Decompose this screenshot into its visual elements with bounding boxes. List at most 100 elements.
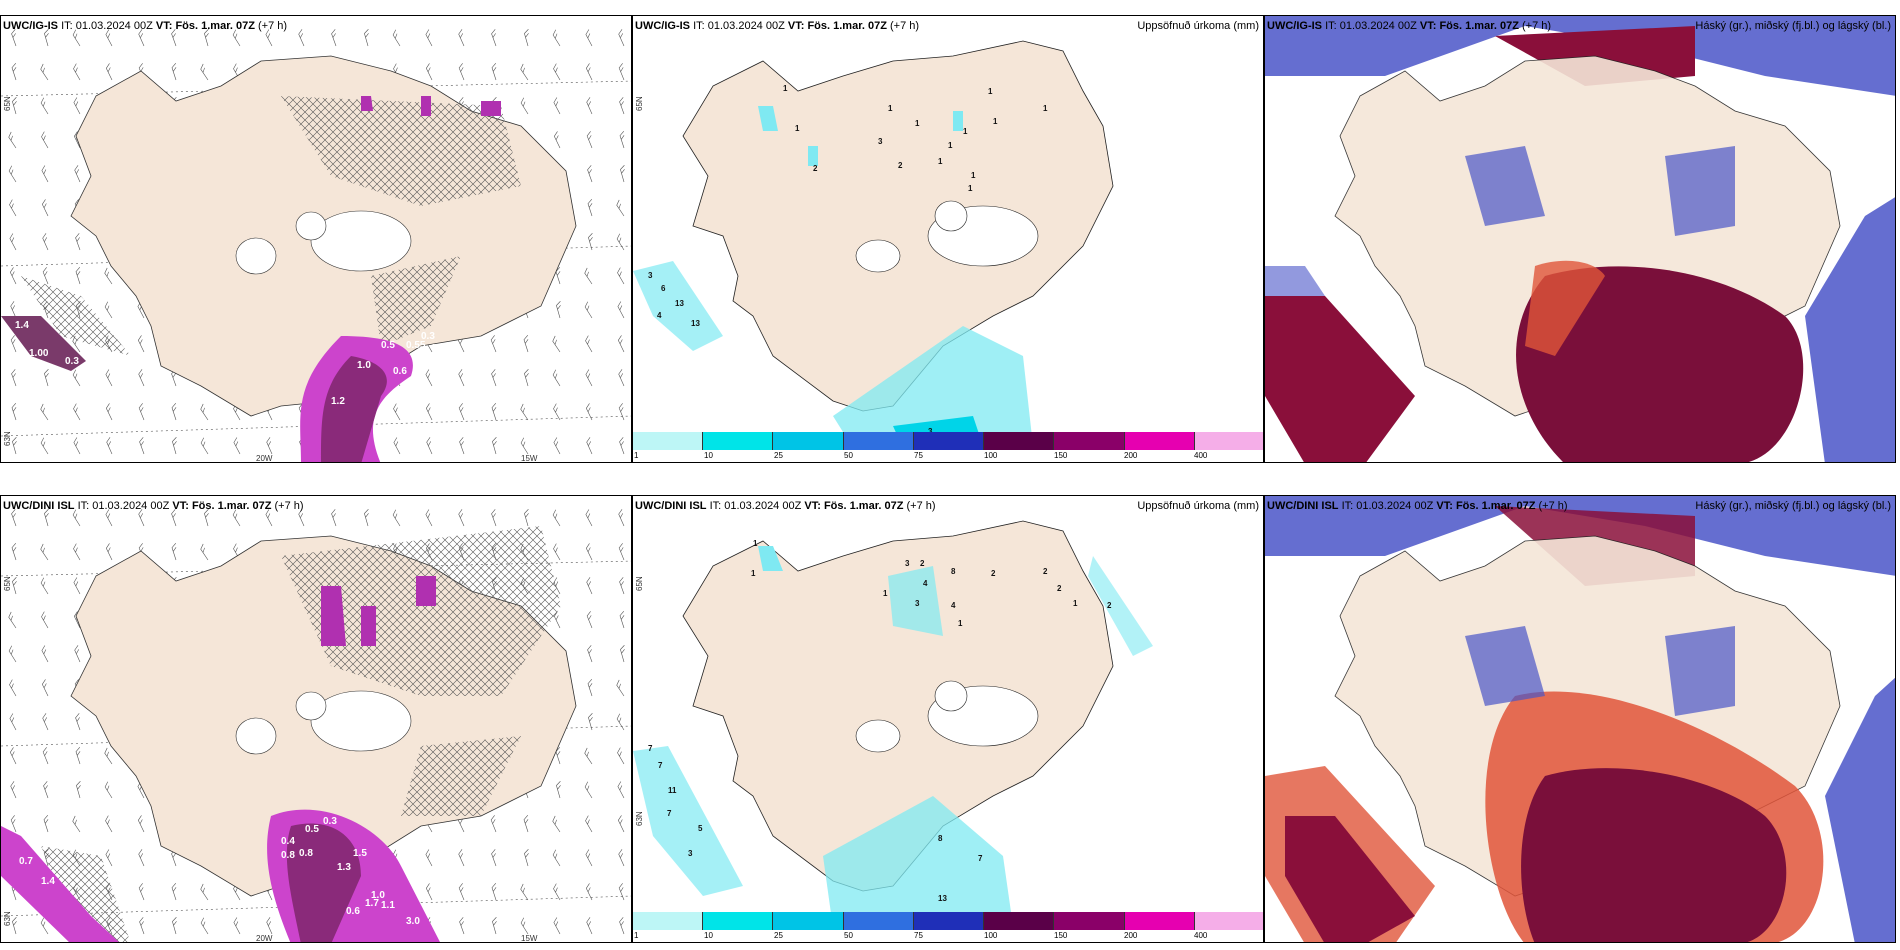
precip-value-label: 1 — [783, 84, 788, 93]
wind-barb — [171, 543, 177, 561]
colorbar-tick-label: 50 — [844, 451, 853, 460]
wind-barb — [42, 233, 49, 251]
valid-label: VT: — [155, 20, 173, 32]
colorbar-tick-label: 1 — [634, 451, 639, 460]
model-name: UWC/IG-IS — [1267, 20, 1322, 32]
wind-barb — [40, 403, 49, 421]
colorbar-tick-label: 200 — [1124, 451, 1138, 460]
lat-label-south: 63N — [635, 811, 644, 826]
wind-barb — [204, 509, 209, 527]
wind-barb — [104, 267, 113, 285]
wind-barb — [586, 611, 593, 629]
precip-value-label: 1 — [751, 569, 756, 578]
wind-precip-map: 0.7 1.4 0.4 0.8 0.5 0.3 1.51.3 1.01.1 3.0 2.0 0.6 1… — [1, 509, 631, 942]
precip-value-label: 1 — [1073, 599, 1078, 608]
wind-barb — [8, 645, 17, 663]
wind-barb — [520, 97, 529, 115]
wind-barb — [586, 437, 593, 455]
model-name: UWC/DINI ISL — [635, 500, 707, 512]
cloud-cover-map — [1265, 16, 1895, 462]
wind-barb — [331, 29, 337, 47]
wind-barb — [491, 849, 497, 867]
wind-barb — [43, 781, 49, 799]
init-time: 01.03.2024 00Z — [724, 500, 802, 512]
wind-barb — [200, 403, 209, 421]
wind-barb — [553, 543, 561, 561]
wind-barb — [104, 781, 113, 799]
wind-barb — [12, 97, 17, 115]
wind-barb — [9, 713, 17, 731]
wind-barb — [138, 509, 145, 527]
wind-barb — [41, 611, 49, 629]
wind-barb — [588, 713, 593, 731]
wind-barb — [585, 815, 593, 833]
wind-barb — [618, 509, 625, 527]
wind-barb — [588, 233, 593, 251]
wind-barb — [172, 437, 177, 455]
wind-barb — [458, 63, 465, 81]
wind-barb — [139, 917, 145, 935]
precip-value-label: 8 — [951, 567, 956, 576]
wind-barb — [72, 815, 81, 833]
wind-barb — [491, 403, 497, 421]
wind-barb — [552, 29, 561, 47]
wind-barb — [520, 883, 529, 901]
wind-barb — [40, 917, 49, 935]
wind-barb — [617, 781, 625, 799]
wind-value-label: 1.00 — [29, 348, 49, 359]
wind-value-label: 0.7 — [19, 856, 33, 867]
wind-barb — [524, 369, 529, 387]
wind-barb — [41, 199, 49, 217]
wind-barb — [8, 165, 17, 183]
cloud-map-panel-bottom: UWC/DINI ISL IT: 01.03.2024 00Z VT: Fös.… — [1264, 495, 1896, 943]
precip-value-label: 1 — [938, 157, 943, 166]
init-label: IT: — [693, 20, 705, 32]
wind-barb — [171, 403, 177, 421]
wind-barb — [11, 369, 17, 387]
model-name: UWC/DINI ISL — [1267, 500, 1339, 512]
valid-label: VT: — [787, 20, 805, 32]
wind-barb — [619, 611, 625, 629]
wind-map-panel-bottom: 0.7 1.4 0.4 0.8 0.5 0.3 1.5 1.3 1.0 1.1 3.0 2.0 0.6 1… — [0, 495, 632, 943]
wind-barb — [492, 437, 497, 455]
wind-value-label: 0.3 — [431, 343, 445, 354]
colorbar-tick-label: 150 — [1054, 451, 1068, 460]
wind-barb — [105, 509, 113, 527]
wind-barb — [12, 437, 17, 455]
wind-value-label: 0.5 — [381, 340, 395, 351]
wind-barb — [171, 509, 177, 527]
init-time: 01.03.2024 00Z — [707, 20, 785, 32]
cloud-title: Háský (gr.), miðský (fj.bl.) og lágský (… — [1695, 500, 1891, 512]
wind-barb — [75, 713, 81, 731]
wind-value-label: 1.4 — [15, 320, 29, 331]
wind-barb — [10, 815, 17, 833]
lon-label-20w: 20W — [256, 454, 273, 463]
panel-header: UWC/DINI ISL IT: 01.03.2024 00Z VT: Fös.… — [635, 500, 936, 512]
precip-map: 111324834122212771175387131730 — [633, 520, 1153, 930]
wind-barb — [520, 63, 529, 81]
panel-header: UWC/IG-IS IT: 01.03.2024 00Z VT: Fös. 1.… — [635, 20, 919, 32]
wind-map-labels: 0.7 1.4 0.4 0.8 0.5 0.3 1.51.3 1.01.1 3.0 2.0 0.6 1… — [19, 816, 445, 927]
lead-time: (+7 h) — [1522, 20, 1552, 32]
wind-barb — [73, 63, 81, 81]
wind-barb — [42, 267, 49, 285]
wind-barb — [233, 917, 241, 935]
wind-barb — [232, 509, 241, 527]
precip-value-label: 3 — [648, 271, 653, 280]
wind-barb — [106, 437, 113, 455]
wind-barb — [44, 29, 49, 47]
precip-value-label: 3 — [878, 137, 883, 146]
colorbar-tick-label: 75 — [914, 451, 923, 460]
wind-barb — [620, 645, 625, 663]
wind-barb — [618, 369, 625, 387]
wind-barb — [40, 97, 49, 115]
wind-barb — [425, 403, 433, 421]
wind-barb — [458, 883, 465, 901]
wind-barb — [584, 781, 593, 799]
precip-value-label: 2 — [813, 164, 818, 173]
wind-barb — [44, 509, 49, 527]
wind-value-label: 3.0 — [406, 916, 420, 927]
wind-barb — [105, 403, 113, 421]
lead-time: (+7 h) — [274, 500, 304, 512]
wind-barb — [520, 917, 529, 935]
